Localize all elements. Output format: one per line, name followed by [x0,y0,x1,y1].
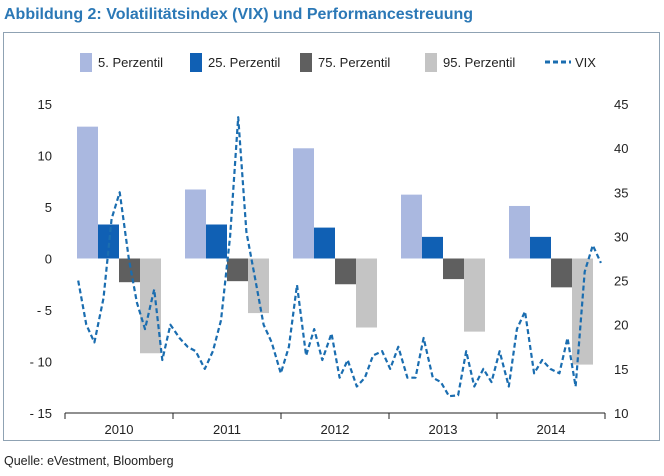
y-right-tick-label: 15 [614,362,628,377]
y-right-tick-label: 20 [614,318,628,333]
y-left-tick-label: 5 [45,200,52,215]
legend-label: 5. Perzentil [98,55,163,70]
y-right-tick-label: 45 [614,97,628,112]
bar-25-perzentil [206,224,227,259]
bar-75-perzentil [119,258,140,283]
bar-95-perzentil [464,258,485,332]
bar-75-perzentil [551,258,572,288]
legend-label: 95. Perzentil [443,55,515,70]
legend-label: 75. Perzentil [318,55,390,70]
bar-75-perzentil [227,258,248,282]
source-note: Quelle: eVestment, Bloomberg [4,454,174,468]
legend-label: VIX [575,55,596,70]
vix-line-group [77,116,602,398]
bar-5-perzentil [401,194,422,259]
x-tick-label: 2010 [105,422,134,437]
bar-group [77,126,593,365]
y-left-tick-label: - 5 [37,303,52,318]
bar-25-perzentil [98,224,119,259]
bar-25-perzentil [314,227,335,259]
bar-5-perzentil [185,189,206,259]
legend-swatch [190,53,202,72]
x-tick-label: 2014 [537,422,566,437]
y-right-tick-label: 35 [614,185,628,200]
bar-25-perzentil [422,236,443,259]
y-left-tick-label: 10 [38,149,52,164]
y-left-tick-label: - 10 [30,355,52,370]
y-left-tick-label: 15 [38,97,52,112]
y-right-tick-label: 30 [614,229,628,244]
y-right-tick-label: 25 [614,274,628,289]
vix-line [77,116,602,398]
legend-label: 25. Perzentil [208,55,280,70]
bar-5-perzentil [509,205,530,259]
bar-75-perzentil [443,258,464,280]
bar-5-perzentil [77,126,98,259]
x-tick-label: 2011 [213,422,241,437]
x-tick-label: 2013 [429,422,458,437]
figure-title: Abbildung 2: Volatilitätsindex (VIX) und… [4,6,474,23]
axes: 15 10 5 0 - 5 - 10 - 15 45 40 35 30 25 20 15 10 2010 201… [30,97,629,437]
x-tick-label: 2012 [321,422,350,437]
bar-75-perzentil [335,258,356,285]
legend-swatch [300,53,312,72]
legend-swatch [80,53,92,72]
y-left-tick-label: 0 [45,252,52,267]
legend: 5. Perzentil 25. Perzentil 75. Perzentil 95… [80,53,596,72]
y-left-tick-label: - 15 [30,406,52,421]
bar-5-perzentil [293,148,314,259]
y-right-tick-label: 10 [614,406,628,421]
legend-swatch [425,53,437,72]
bar-95-perzentil [248,258,269,314]
bar-25-perzentil [530,236,551,259]
bar-95-perzentil [356,258,377,328]
y-right-tick-label: 40 [614,141,628,156]
